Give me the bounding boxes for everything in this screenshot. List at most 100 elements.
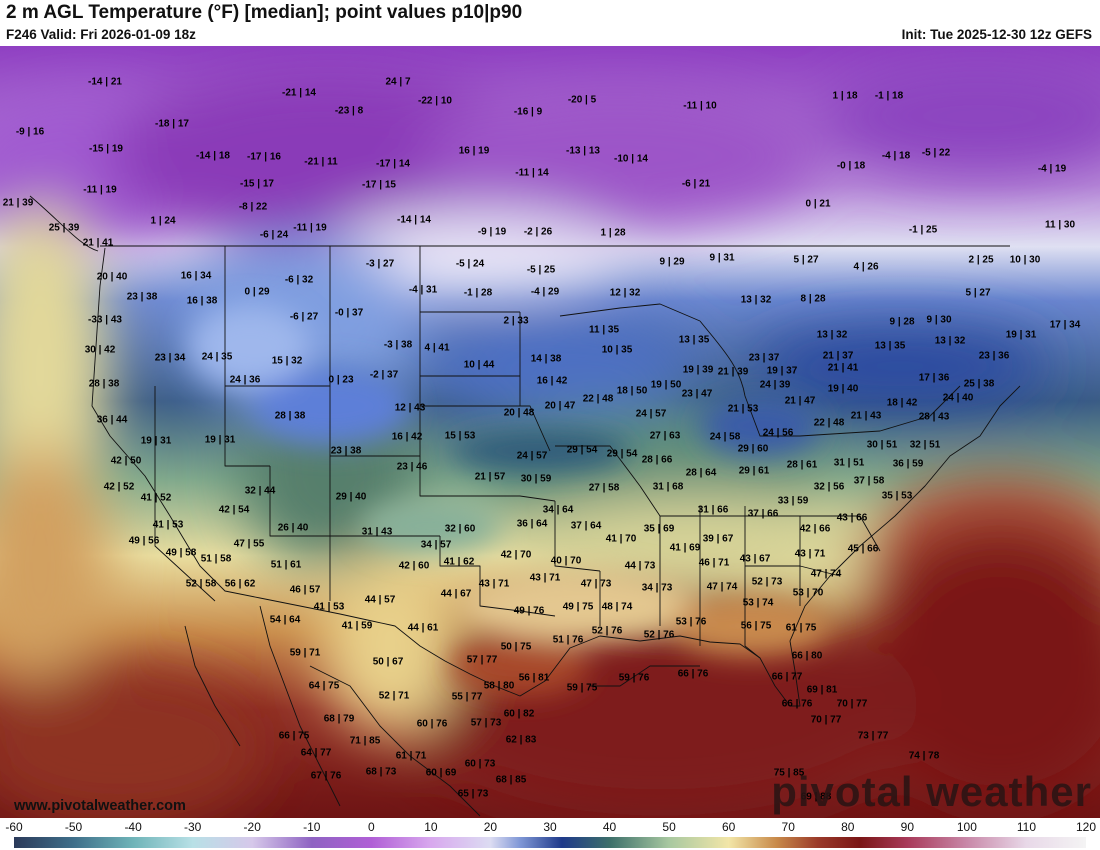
point-value: 43 | 71 xyxy=(794,548,826,560)
point-value: 44 | 61 xyxy=(407,622,439,634)
point-value: 8 | 28 xyxy=(800,293,826,305)
point-value: 5 | 27 xyxy=(965,287,991,299)
point-value: 10 | 44 xyxy=(463,359,495,371)
point-value: 42 | 50 xyxy=(110,455,142,467)
point-value: 21 | 47 xyxy=(784,395,816,407)
point-value: 17 | 36 xyxy=(918,372,950,384)
point-value: 69 | 88 xyxy=(800,791,832,803)
point-value: -6 | 27 xyxy=(289,311,319,323)
point-value: 43 | 71 xyxy=(478,578,510,590)
point-value: 65 | 73 xyxy=(457,788,489,800)
point-value: 19 | 39 xyxy=(682,364,714,376)
point-value: 56 | 75 xyxy=(740,620,772,632)
colorbar-tick-label: -20 xyxy=(243,820,261,834)
point-value: 41 | 52 xyxy=(140,492,172,504)
point-value: -14 | 14 xyxy=(397,214,431,226)
colorbar-tick-label: 20 xyxy=(483,820,498,834)
point-value: 32 | 60 xyxy=(444,523,476,535)
point-value: 23 | 47 xyxy=(681,388,713,400)
temperature-colorbar: -60 -50 -40 -30 -20 -10 0 10 20 30 40 50 60 70 80 90 100… xyxy=(0,818,1100,850)
point-value: 16 | 19 xyxy=(458,145,490,157)
temperature-map[interactable]: -14 | 21 -21 | 14 24 | 7 -22 | 10 -20 | 5 -11… xyxy=(0,46,1100,818)
point-value: -15 | 17 xyxy=(240,178,274,190)
point-value: 19 | 50 xyxy=(650,379,682,391)
point-value: 29 | 61 xyxy=(738,465,770,477)
point-value: 49 | 58 xyxy=(165,547,197,559)
point-value: 35 | 53 xyxy=(881,490,913,502)
point-value: 29 | 60 xyxy=(737,443,769,455)
point-value: 52 | 76 xyxy=(591,625,623,637)
point-value: 49 | 56 xyxy=(128,535,160,547)
point-value: -6 | 24 xyxy=(259,229,289,241)
point-value: 36 | 64 xyxy=(516,518,548,530)
point-value: 31 | 68 xyxy=(652,481,684,493)
point-value: 70 | 77 xyxy=(836,698,868,710)
point-value: 57 | 77 xyxy=(466,654,498,666)
point-value: 41 | 53 xyxy=(313,601,345,613)
colorbar-tick-label: 30 xyxy=(543,820,557,834)
point-value: 68 | 85 xyxy=(495,774,527,786)
point-value: 62 | 83 xyxy=(505,734,537,746)
point-value: 23 | 38 xyxy=(330,445,362,457)
point-value: 13 | 32 xyxy=(740,294,772,306)
point-value: 21 | 53 xyxy=(727,403,759,415)
point-value: 19 | 37 xyxy=(766,365,798,377)
point-value: 31 | 51 xyxy=(833,457,865,469)
point-value: -23 | 8 xyxy=(334,105,364,117)
brand-watermark: pivotal weather xyxy=(771,768,1092,815)
point-value: 10 | 30 xyxy=(1009,254,1041,266)
point-value: 69 | 81 xyxy=(806,684,838,696)
point-value: -4 | 19 xyxy=(1037,163,1067,175)
point-value: 9 | 31 xyxy=(709,252,735,264)
point-value: 71 | 85 xyxy=(349,735,381,747)
point-value: 28 | 64 xyxy=(685,467,717,479)
point-value: -11 | 19 xyxy=(83,184,117,196)
point-value: 47 | 74 xyxy=(810,568,842,580)
point-value: 24 | 56 xyxy=(762,427,794,439)
point-value: -2 | 26 xyxy=(523,226,553,238)
point-value: 73 | 77 xyxy=(857,730,889,742)
point-value: 66 | 77 xyxy=(771,671,803,683)
point-value: 16 | 42 xyxy=(391,431,423,443)
point-value: 19 | 40 xyxy=(827,383,859,395)
point-value: -9 | 16 xyxy=(15,126,45,138)
point-value: 51 | 76 xyxy=(552,634,584,646)
point-value: 53 | 76 xyxy=(675,616,707,628)
point-value: -17 | 14 xyxy=(376,158,410,170)
point-value: 21 | 39 xyxy=(717,366,749,378)
colorbar-tick-label: 90 xyxy=(900,820,915,834)
point-value: 22 | 48 xyxy=(813,417,845,429)
point-value: 5 | 27 xyxy=(793,254,819,266)
point-value: 19 | 31 xyxy=(1005,329,1037,341)
point-value: 22 | 48 xyxy=(582,393,614,405)
point-value: 29 | 54 xyxy=(606,448,638,460)
colorbar-gradient xyxy=(14,837,1086,848)
point-value: -2 | 37 xyxy=(369,369,399,381)
point-value: 41 | 53 xyxy=(152,519,184,531)
point-value: -11 | 10 xyxy=(683,100,717,112)
point-value: 49 | 76 xyxy=(513,605,545,617)
point-value: 34 | 64 xyxy=(542,504,574,516)
point-value: 29 | 40 xyxy=(335,491,367,503)
colorbar-tick-label: 60 xyxy=(721,820,736,834)
point-value: 9 | 28 xyxy=(889,316,915,328)
point-value: 16 | 38 xyxy=(186,295,218,307)
colorbar-tick-label: 50 xyxy=(662,820,676,834)
point-value: 28 | 43 xyxy=(918,411,950,423)
point-value: 44 | 57 xyxy=(364,594,396,606)
point-value: 28 | 38 xyxy=(274,410,306,422)
point-value: 45 | 66 xyxy=(847,543,879,555)
point-value: 52 | 71 xyxy=(378,690,410,702)
point-value: 36 | 44 xyxy=(96,414,128,426)
point-value: 27 | 63 xyxy=(649,430,681,442)
colorbar-tick-label: -30 xyxy=(183,820,202,834)
point-value: 24 | 40 xyxy=(942,392,974,404)
colorbar-tick-label: 40 xyxy=(602,820,617,834)
website-label[interactable]: www.pivotalweather.com xyxy=(14,798,186,814)
point-value: 42 | 60 xyxy=(398,560,430,572)
point-value: -6 | 32 xyxy=(284,274,314,286)
point-value: -4 | 31 xyxy=(408,284,438,296)
point-value: -3 | 38 xyxy=(383,339,413,351)
point-value: 11 | 35 xyxy=(588,324,620,336)
colorbar-tick-label: -50 xyxy=(64,820,83,834)
